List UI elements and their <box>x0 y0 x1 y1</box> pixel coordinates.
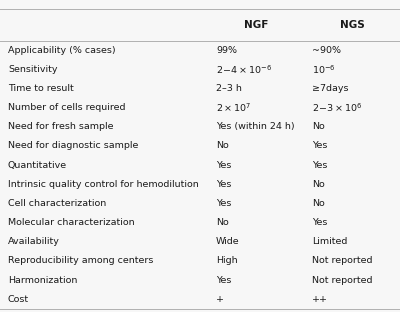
Text: +: + <box>216 295 224 304</box>
Text: Wide: Wide <box>216 237 240 246</box>
Text: Yes: Yes <box>216 275 231 285</box>
Text: Yes: Yes <box>216 180 231 189</box>
Text: Reproducibility among centers: Reproducibility among centers <box>8 256 153 266</box>
Text: Cell characterization: Cell characterization <box>8 199 106 208</box>
Text: Yes: Yes <box>312 218 327 227</box>
Text: Cost: Cost <box>8 295 29 304</box>
Text: Time to result: Time to result <box>8 84 74 93</box>
Text: Limited: Limited <box>312 237 347 246</box>
Text: $2\!-\!3 \times 10^{6}$: $2\!-\!3 \times 10^{6}$ <box>312 101 362 114</box>
Text: Yes: Yes <box>312 161 327 170</box>
Text: $10^{-6}$: $10^{-6}$ <box>312 63 336 76</box>
Text: Not reported: Not reported <box>312 256 372 266</box>
Text: ≥7days: ≥7days <box>312 84 348 93</box>
Text: Not reported: Not reported <box>312 275 372 285</box>
Text: Harmonization: Harmonization <box>8 275 77 285</box>
Text: Applicability (% cases): Applicability (% cases) <box>8 46 116 55</box>
Text: Molecular characterization: Molecular characterization <box>8 218 135 227</box>
Text: Need for diagnostic sample: Need for diagnostic sample <box>8 141 138 150</box>
Text: Quantitative: Quantitative <box>8 161 67 170</box>
Text: No: No <box>312 199 325 208</box>
Text: Yes: Yes <box>312 141 327 150</box>
Text: No: No <box>312 122 325 131</box>
Text: 99%: 99% <box>216 46 237 55</box>
Text: Need for fresh sample: Need for fresh sample <box>8 122 114 131</box>
Text: No: No <box>216 218 229 227</box>
Text: $2\!-\!4 \times 10^{-6}$: $2\!-\!4 \times 10^{-6}$ <box>216 63 272 76</box>
Text: Yes: Yes <box>216 199 231 208</box>
Text: ~90%: ~90% <box>312 46 341 55</box>
Text: High: High <box>216 256 238 266</box>
Text: NGS: NGS <box>340 20 364 30</box>
Text: 2–3 h: 2–3 h <box>216 84 242 93</box>
Text: No: No <box>312 180 325 189</box>
Text: Yes: Yes <box>216 161 231 170</box>
Text: Yes (within 24 h): Yes (within 24 h) <box>216 122 295 131</box>
Text: Number of cells required: Number of cells required <box>8 103 126 112</box>
Text: $2 \times 10^{7}$: $2 \times 10^{7}$ <box>216 101 252 114</box>
Text: Availability: Availability <box>8 237 60 246</box>
Text: Sensitivity: Sensitivity <box>8 65 58 74</box>
Text: Intrinsic quality control for hemodilution: Intrinsic quality control for hemodiluti… <box>8 180 199 189</box>
Text: NGF: NGF <box>244 20 268 30</box>
Text: No: No <box>216 141 229 150</box>
Text: ++: ++ <box>312 295 328 304</box>
